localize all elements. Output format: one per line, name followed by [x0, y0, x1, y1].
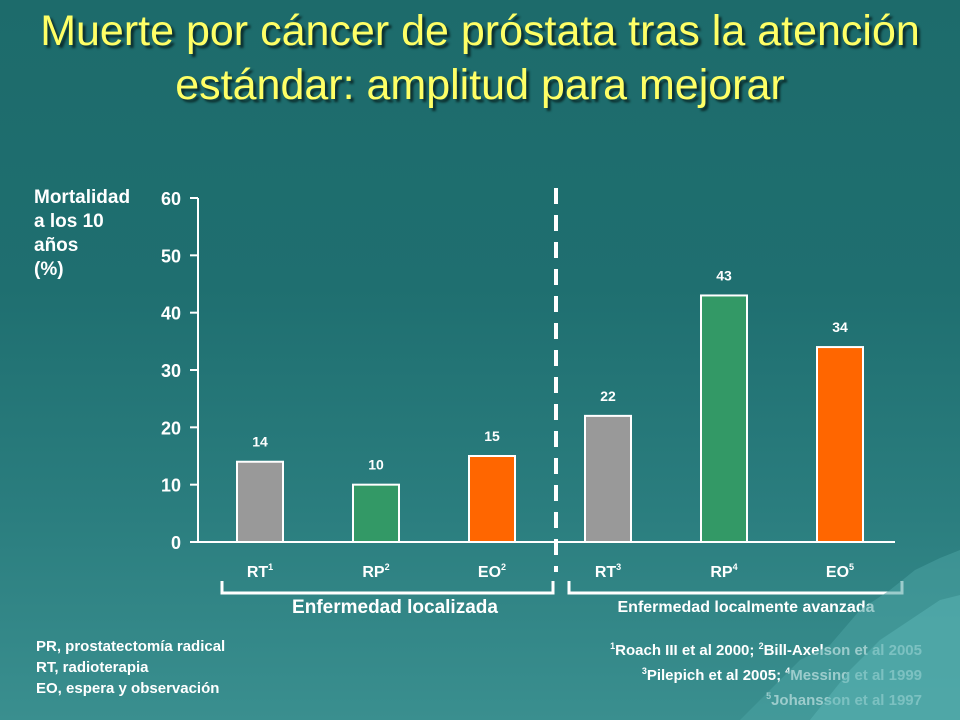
bar	[816, 346, 864, 544]
category-label: RT1	[247, 562, 273, 581]
y-axis-label-line: Mortalidad	[34, 187, 131, 208]
bar	[584, 414, 632, 543]
category-label: RT3	[595, 562, 621, 581]
reference-text: Roach III et al 2000;	[615, 642, 759, 659]
slide-title: Muerte por cáncer de próstata tras la at…	[40, 7, 920, 109]
group-label-advanced: Enfermedad localmente avanzada	[617, 599, 875, 616]
y-tick-label: 40	[161, 304, 181, 324]
y-axis-label-line: (%)	[34, 259, 64, 280]
group-label-localized: Enfermedad localizada	[292, 597, 498, 618]
category-label: RP2	[362, 562, 389, 581]
bar-value-label: 14	[252, 434, 268, 450]
bar-value-label: 15	[484, 428, 500, 444]
bar-value-label: 34	[832, 319, 848, 335]
mountain-decoration	[740, 550, 960, 720]
bar-value-label: 10	[368, 457, 384, 473]
reference-superscript: 2	[758, 641, 764, 651]
bar	[352, 483, 400, 543]
category-label: EO2	[478, 562, 506, 581]
y-tick-label: 50	[161, 246, 181, 266]
y-axis-label-line: años	[34, 235, 79, 256]
y-tick-label: 20	[161, 418, 181, 438]
bar-value-label: 43	[716, 267, 732, 283]
y-tick-label: 30	[161, 361, 181, 381]
bar	[468, 455, 516, 543]
bracket-localized	[220, 581, 555, 595]
category-label: EO5	[826, 562, 854, 581]
abbreviations: PR, prostatectomía radical RT, radiotera…	[36, 636, 225, 699]
abbreviation-item: EO, espera y observación	[36, 680, 220, 697]
category-label: RP4	[710, 562, 737, 581]
bar	[700, 294, 748, 544]
reference-superscript: 3	[641, 666, 647, 676]
y-axis-label: Mortalidad a los 10 años (%)	[34, 186, 130, 282]
abbreviation-item: RT, radioterapia	[36, 659, 149, 676]
reference-superscript: 1	[610, 641, 616, 651]
bar	[236, 460, 284, 544]
y-tick-label: 60	[161, 189, 181, 209]
reference-superscript: 4	[785, 666, 791, 676]
reference-text: Pilepich et al 2005;	[646, 667, 786, 684]
bar-value-label: 22	[600, 388, 616, 404]
y-axis-label-line: a los 10	[34, 211, 104, 232]
y-tick-label: 0	[171, 533, 181, 553]
abbreviation-item: PR, prostatectomía radical	[36, 638, 226, 655]
y-tick-label: 10	[161, 476, 181, 496]
